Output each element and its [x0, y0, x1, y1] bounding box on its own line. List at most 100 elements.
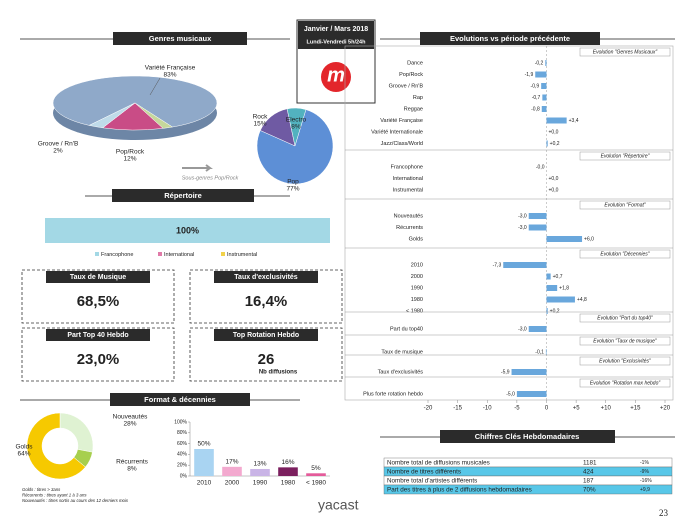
- table-cell: -16%: [640, 478, 652, 484]
- section-title-box: [113, 32, 247, 45]
- bar: [278, 467, 298, 476]
- value-label: -0,0: [536, 164, 545, 170]
- bar: [541, 106, 547, 112]
- bar-label: 100%: [176, 225, 199, 235]
- x-tick-label: 1980: [281, 480, 296, 487]
- legend-swatch: [221, 252, 225, 256]
- pie-slice: [102, 102, 164, 131]
- kpi-value: 23,0%: [77, 351, 120, 368]
- pie-value-label: 28%: [123, 421, 136, 428]
- logo: [321, 62, 351, 92]
- x-tick-label: +10: [601, 406, 612, 412]
- value-label: -5,0: [506, 391, 515, 397]
- value-label: +0,2: [550, 141, 560, 147]
- value-label: -0,9: [531, 83, 540, 89]
- category-label: 1980: [411, 297, 423, 303]
- kpi-value: 26: [258, 351, 275, 368]
- pie-value-label: 12%: [123, 156, 136, 163]
- kpi-header: [46, 271, 150, 283]
- bar: [545, 60, 547, 66]
- legend-label: Francophone: [101, 252, 133, 258]
- bar: [546, 296, 575, 303]
- value-label: -1,9: [525, 72, 534, 78]
- bar-label: 16%: [281, 459, 294, 466]
- value-label: +1,8: [559, 285, 569, 291]
- pie-slice: [26, 412, 86, 480]
- group-title: Evolution "Format": [604, 202, 646, 208]
- group-title-box: [579, 336, 671, 346]
- category-label: Jazz/Class/World: [381, 141, 423, 147]
- footnote: Récurrents : titres ayant 1 à 3 ans: [22, 493, 87, 498]
- bar-label: 17%: [225, 459, 238, 466]
- bar: [528, 213, 547, 219]
- x-tick-label: +15: [630, 406, 641, 412]
- section-title: Répertoire: [164, 191, 202, 200]
- panel-frame: [344, 45, 674, 401]
- pie-label: Nouveautés: [113, 414, 148, 421]
- bar: [541, 83, 547, 89]
- category-label: Taux d'exclusivités: [378, 369, 424, 375]
- bar-segment: [45, 218, 330, 243]
- x-tick-label: +5: [573, 406, 581, 412]
- pie-label: Rock: [253, 114, 269, 121]
- kpi-label: Part Top 40 Hebdo: [67, 332, 128, 339]
- table-cell: 1181: [583, 459, 597, 466]
- value-label: +4,8: [577, 297, 587, 303]
- group-title-box: [579, 378, 671, 388]
- bar: [194, 449, 214, 476]
- category-label: Groove / Rn'B: [389, 83, 424, 89]
- section-title: Format & décennies: [144, 395, 216, 404]
- bar: [306, 473, 326, 476]
- pie-label: Variété Française: [145, 65, 196, 72]
- category-label: 2000: [411, 274, 423, 280]
- bar: [511, 369, 547, 375]
- group-title: Evolution "Taux de musique": [593, 338, 657, 344]
- bar-label: 50%: [197, 441, 210, 448]
- pie-slice: [88, 102, 136, 129]
- kpi-label: Taux de Musique: [70, 274, 126, 281]
- pie-value-label: 77%: [286, 186, 299, 193]
- value-label: +0,0: [549, 129, 559, 135]
- pie-label: Groove / Rn'B: [38, 141, 79, 148]
- kpi-value: 16,4%: [245, 293, 288, 310]
- bar-label: 13%: [253, 461, 266, 468]
- bar: [546, 117, 567, 124]
- value-label: +0,7: [553, 274, 563, 280]
- value-label: -3,0: [518, 225, 527, 231]
- annotation: Sous-genres Pop/Rock: [182, 175, 239, 181]
- group-title-box: [579, 200, 671, 210]
- group-title: Evolution "Genres Musicaux": [593, 49, 658, 55]
- value-label: -0,1: [535, 349, 544, 355]
- bar: [528, 224, 547, 231]
- section-title-box: [110, 393, 250, 406]
- bar: [535, 71, 547, 78]
- pie-value-label: 83%: [163, 72, 176, 79]
- group-title: Evolution "Part du top40": [597, 315, 653, 321]
- y-tick-label: 100%: [174, 419, 187, 425]
- bar: [545, 349, 547, 355]
- value-label: +3,4: [569, 118, 579, 124]
- category-label: Pop/Rock: [399, 72, 423, 78]
- category-label: Dance: [407, 60, 423, 66]
- legend-label: International: [164, 252, 194, 258]
- legend-swatch: [158, 252, 162, 256]
- section-title-box: [420, 32, 600, 45]
- value-label: +6,0: [584, 236, 594, 242]
- table-cell: +9,9: [640, 487, 650, 493]
- category-label: Plus forte rotation hebdo: [363, 391, 423, 397]
- value-label: -5,9: [501, 369, 510, 375]
- bar: [546, 273, 551, 280]
- bar: [546, 140, 548, 147]
- page-number: 23: [659, 508, 669, 518]
- table-cell: Nombre total d'artistes différents: [387, 477, 477, 484]
- category-label: Nouveautés: [394, 213, 424, 219]
- category-label: Variété Internationale: [371, 129, 423, 135]
- category-label: Golds: [409, 236, 424, 242]
- pie-value-label: 8%: [127, 466, 137, 473]
- group-title: Evolution "Répertoire": [601, 153, 650, 159]
- group-title-box: [579, 313, 671, 323]
- y-tick-label: 80%: [177, 430, 188, 436]
- section-title-box: [112, 189, 254, 202]
- category-label: < 1980: [406, 308, 423, 314]
- value-label: +0,0: [549, 176, 559, 182]
